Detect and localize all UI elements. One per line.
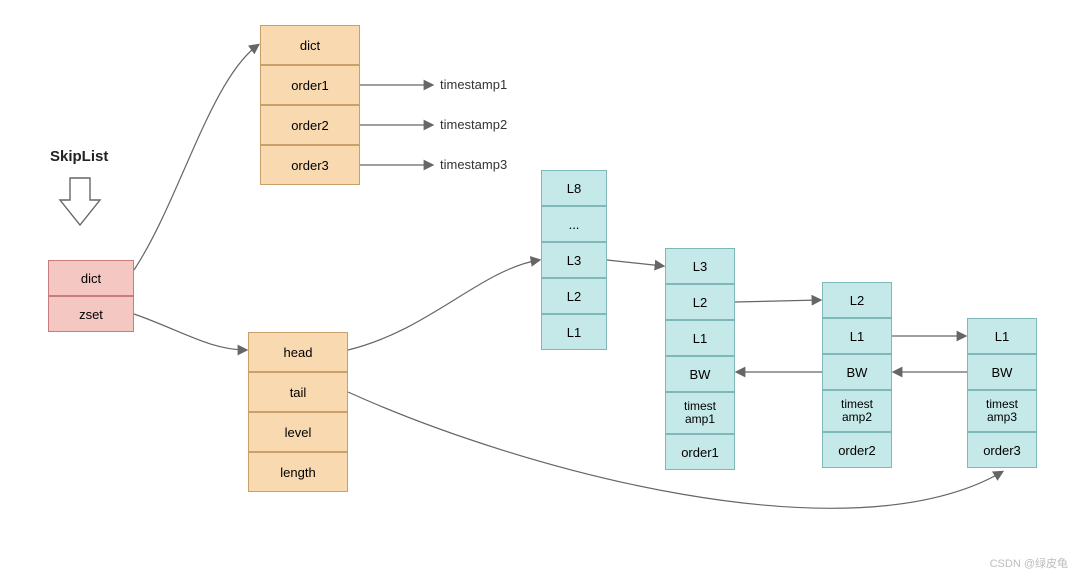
edges-layer bbox=[0, 0, 1080, 579]
node3-l1-cell: L1 bbox=[967, 318, 1037, 354]
node2-l1-cell: L1 bbox=[822, 318, 892, 354]
node3-ts-cell: timestamp3 bbox=[967, 390, 1037, 432]
node1-l2-cell: L2 bbox=[665, 284, 735, 320]
node1-bw-cell: BW bbox=[665, 356, 735, 392]
node1-ord-cell: order1 bbox=[665, 434, 735, 470]
dict-order1-cell: order1 bbox=[260, 65, 360, 105]
zset-tail-cell: tail bbox=[248, 372, 348, 412]
node2-l2-cell: L2 bbox=[822, 282, 892, 318]
dict-order2-cell: order2 bbox=[260, 105, 360, 145]
zset-level-cell: level bbox=[248, 412, 348, 452]
levels-dots-cell: ... bbox=[541, 206, 607, 242]
zset-length-cell: length bbox=[248, 452, 348, 492]
node1-l3-cell: L3 bbox=[665, 248, 735, 284]
watermark-label: CSDN @绿皮龟 bbox=[990, 555, 1068, 571]
node3-ord-cell: order3 bbox=[967, 432, 1037, 468]
levels-l2-cell: L2 bbox=[541, 278, 607, 314]
dict-header-cell: dict bbox=[260, 25, 360, 65]
zset-head-cell: head bbox=[248, 332, 348, 372]
levels-l1-cell: L1 bbox=[541, 314, 607, 350]
levels-l3-cell: L3 bbox=[541, 242, 607, 278]
timestamp3-label: timestamp3 bbox=[440, 157, 507, 172]
levels-l8-cell: L8 bbox=[541, 170, 607, 206]
node2-bw-cell: BW bbox=[822, 354, 892, 390]
timestamp2-label: timestamp2 bbox=[440, 117, 507, 132]
title-arrow-icon bbox=[0, 0, 1080, 579]
node1-l1-cell: L1 bbox=[665, 320, 735, 356]
node1-ts-cell: timestamp1 bbox=[665, 392, 735, 434]
diagram-title: SkipList bbox=[50, 148, 108, 165]
node2-ord-cell: order2 bbox=[822, 432, 892, 468]
root-zset-cell: zset bbox=[48, 296, 134, 332]
node3-bw-cell: BW bbox=[967, 354, 1037, 390]
timestamp1-label: timestamp1 bbox=[440, 77, 507, 92]
root-dict-cell: dict bbox=[48, 260, 134, 296]
node2-ts-cell: timestamp2 bbox=[822, 390, 892, 432]
dict-order3-cell: order3 bbox=[260, 145, 360, 185]
